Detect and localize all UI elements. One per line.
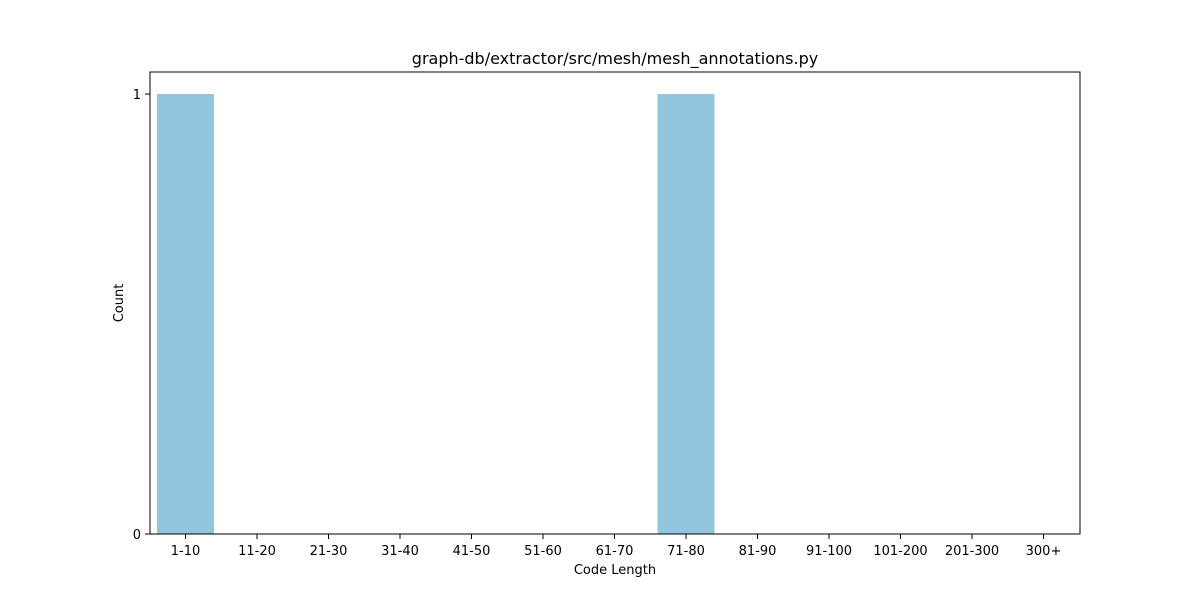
bars-group [157, 94, 715, 534]
x-tick-label: 300+ [1026, 544, 1062, 559]
x-tick-label: 71-80 [667, 544, 705, 559]
y-axis-label: Count [112, 284, 127, 323]
y-tick-label: 0 [133, 528, 141, 543]
chart-title: graph-db/extractor/src/mesh/mesh_annotat… [412, 49, 818, 69]
plot-frame [149, 71, 1081, 535]
x-tick-label: 51-60 [524, 544, 562, 559]
x-tick-label: 41-50 [453, 544, 491, 559]
y-tick-label: 1 [133, 88, 141, 103]
x-axis-label: Code Length [574, 563, 656, 578]
x-tick-label: 91-100 [806, 544, 852, 559]
x-tick-label: 31-40 [381, 544, 419, 559]
x-tick-label: 11-20 [238, 544, 276, 559]
bar-71-80 [657, 94, 715, 534]
bar-1-10 [157, 94, 214, 534]
x-tick-label: 1-10 [171, 544, 201, 559]
x-axis-ticks: 1-10 11-20 21-30 31-40 41-50 51-60 61-70 71-80 8… [171, 534, 1062, 559]
x-tick-label: 81-90 [739, 544, 777, 559]
x-tick-label: 61-70 [596, 544, 634, 559]
y-axis-ticks: 01 [133, 88, 150, 543]
x-tick-label: 201-300 [945, 544, 999, 559]
x-tick-label: 101-200 [873, 544, 927, 559]
x-tick-label: 21-30 [310, 544, 348, 559]
